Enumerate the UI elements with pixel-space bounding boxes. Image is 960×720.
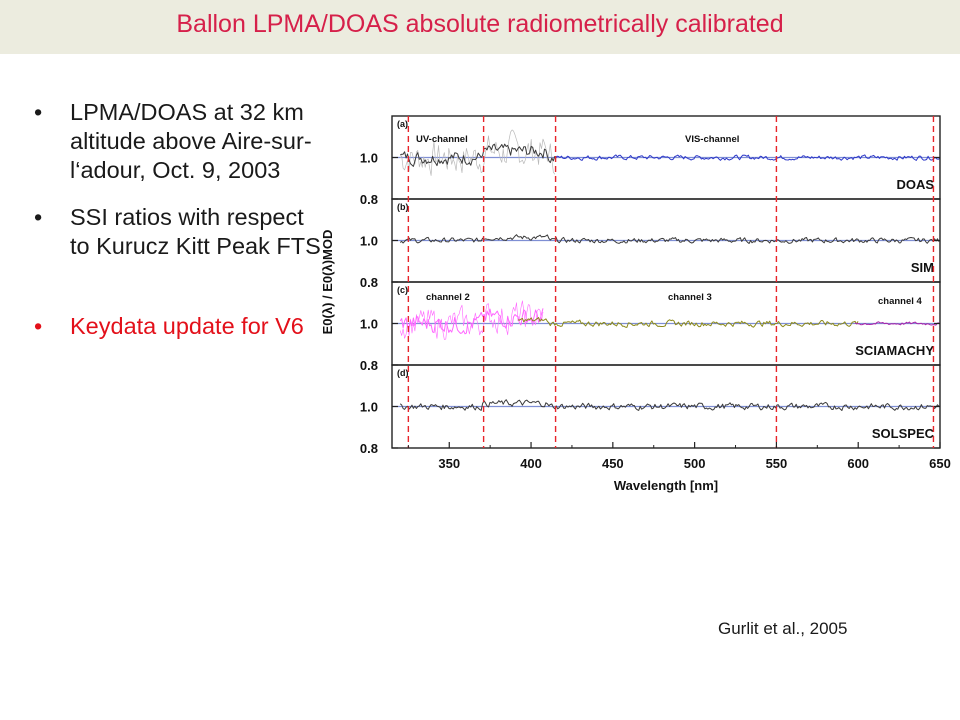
- bullet-text: LPMA/DOAS at 32 km altitude above Aire-s…: [70, 99, 312, 183]
- x-axis-label: Wavelength [nm]: [614, 478, 718, 493]
- series-line: [399, 143, 556, 167]
- series-line: [399, 129, 556, 176]
- x-tick-label: 500: [684, 456, 706, 471]
- ssi-ratio-chart: 1.0 0.8 (a) DOAS UV-channel VIS-channel 1.0 0.8…: [320, 115, 951, 493]
- y-tick-label: 1.0: [360, 151, 378, 166]
- series-line: [555, 154, 941, 161]
- series-line: [399, 234, 940, 244]
- panel-tag: (c): [397, 285, 408, 295]
- x-tick-label: 450: [602, 456, 624, 471]
- panel-name: SCIAMACHY: [855, 343, 934, 358]
- panel-name: DOAS: [896, 177, 934, 192]
- bullet-item-ssi-ratios: • SSI ratios with respect to Kurucz Kitt…: [34, 203, 324, 261]
- panel-annotation: channel 2: [426, 292, 470, 303]
- panel-annotation: VIS-channel: [685, 134, 739, 145]
- x-tick-label: 550: [766, 456, 788, 471]
- panel-annotation: channel 4: [878, 296, 923, 307]
- bullet-list: • LPMA/DOAS at 32 km altitude above Aire…: [34, 98, 324, 341]
- citation: Gurlit et al., 2005: [718, 619, 848, 638]
- bullet-text: Keydata update for V6: [70, 313, 304, 339]
- series-line: [399, 308, 544, 335]
- x-tick-label: 400: [520, 456, 542, 471]
- bullet-text: SSI ratios with respect to Kurucz Kitt P…: [70, 204, 321, 259]
- panel-tag: (b): [397, 202, 409, 212]
- panel-name: SOLSPEC: [872, 426, 935, 441]
- y-tick-label: 1.0: [360, 317, 378, 332]
- y-tick-label: 0.8: [360, 441, 378, 456]
- x-tick-label: 600: [847, 456, 869, 471]
- series-line: [854, 321, 940, 326]
- x-tick-label: 650: [929, 456, 951, 471]
- panel-annotation: UV-channel: [416, 134, 468, 145]
- panel-tag: (d): [397, 368, 409, 378]
- bullet-icon: •: [34, 204, 43, 230]
- y-axis-label: E0(λ) / E0(λ)MOD: [320, 230, 335, 335]
- series-line: [517, 317, 859, 328]
- bullet-item-location: • LPMA/DOAS at 32 km altitude above Aire…: [34, 98, 324, 185]
- y-tick-label: 0.8: [360, 275, 378, 290]
- series-line: [399, 399, 940, 411]
- bullet-icon: •: [34, 313, 43, 339]
- bullet-icon: •: [34, 99, 43, 125]
- slide-title: Ballon LPMA/DOAS absolute radiometricall…: [176, 10, 784, 38]
- panel-annotation: channel 3: [668, 292, 712, 303]
- title-bar: [0, 0, 960, 54]
- panel-name: SIM: [911, 260, 934, 275]
- x-tick-label: 350: [438, 456, 460, 471]
- y-tick-label: 0.8: [360, 358, 378, 373]
- y-tick-label: 1.0: [360, 400, 378, 415]
- y-tick-label: 0.8: [360, 192, 378, 207]
- bullet-item-keydata: • Keydata update for V6: [34, 312, 324, 341]
- panel-tag: (a): [397, 119, 408, 129]
- y-tick-label: 1.0: [360, 234, 378, 249]
